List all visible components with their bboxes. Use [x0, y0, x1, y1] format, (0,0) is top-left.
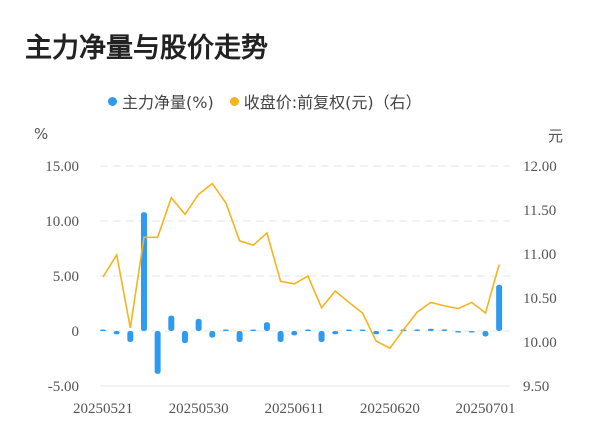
net-volume-bar[interactable]: [140, 212, 147, 331]
net-volume-bar[interactable]: [386, 329, 393, 332]
x-axis-tick: 20250611: [265, 401, 324, 417]
net-volume-bar[interactable]: [181, 331, 188, 344]
right-axis-tick: 9.50: [523, 379, 549, 395]
net-volume-bar[interactable]: [250, 329, 257, 332]
close-price-line[interactable]: [102, 182, 500, 350]
net-volume-bar[interactable]: [195, 318, 202, 331]
x-axis-tick: 20250620: [360, 401, 420, 417]
net-volume-bar[interactable]: [318, 331, 325, 342]
net-volume-bar[interactable]: [127, 331, 134, 342]
right-axis-tick: 10.50: [523, 291, 557, 307]
left-axis-tick: -5.00: [48, 379, 79, 395]
net-volume-bar[interactable]: [209, 331, 216, 338]
x-axis-tick: 20250521: [73, 401, 133, 417]
left-axis-tick: 5.00: [53, 269, 79, 285]
legend-item-net-volume[interactable]: 主力净量(%): [108, 89, 214, 113]
net-volume-bar[interactable]: [100, 329, 106, 332]
net-volume-bar[interactable]: [482, 331, 489, 337]
net-volume-bar[interactable]: [345, 329, 352, 332]
net-volume-bar[interactable]: [414, 329, 421, 331]
right-axis-tick: 10.00: [523, 335, 557, 351]
right-axis-tick: 11.50: [523, 203, 556, 219]
legend-label: 主力净量(%): [122, 93, 214, 112]
legend-dot-blue-icon: [108, 96, 117, 106]
chart-title: 主力净量与股价走势: [25, 33, 268, 64]
net-volume-bar[interactable]: [168, 315, 175, 331]
x-axis-tick: 20250530: [169, 401, 229, 417]
chart-legend: 主力净量(%) 收盘价:前复权(元)（右）: [108, 89, 438, 113]
net-volume-bar[interactable]: [496, 284, 503, 331]
left-axis-tick: 10.00: [45, 214, 79, 230]
net-volume-bar[interactable]: [468, 331, 475, 333]
net-volume-bar[interactable]: [441, 329, 448, 331]
net-volume-bar[interactable]: [277, 331, 284, 342]
net-volume-bar[interactable]: [263, 322, 270, 331]
legend-item-close-price[interactable]: 收盘价:前复权(元)（右）: [229, 89, 422, 113]
net-volume-bar[interactable]: [359, 329, 366, 332]
right-axis-tick: 12.00: [523, 159, 557, 175]
legend-label: 收盘价:前复权(元)（右）: [243, 93, 422, 112]
net-volume-bar[interactable]: [427, 328, 434, 331]
net-volume-bar[interactable]: [373, 331, 380, 335]
net-volume-bar[interactable]: [222, 329, 229, 332]
left-axis-tick: 15.00: [45, 159, 79, 175]
net-volume-bar[interactable]: [113, 331, 120, 335]
right-axis-unit: 元: [548, 127, 564, 145]
left-axis-tick: 0: [72, 324, 80, 340]
net-volume-bar[interactable]: [332, 331, 339, 335]
legend-dot-orange-icon: [229, 96, 239, 106]
x-axis-tick: 20250701: [455, 401, 515, 417]
net-volume-bar[interactable]: [304, 329, 311, 332]
net-volume-bar[interactable]: [455, 331, 462, 333]
right-axis-tick: 11.00: [523, 247, 556, 263]
left-axis-unit: %: [34, 125, 49, 143]
net-volume-bar[interactable]: [154, 331, 161, 374]
net-volume-bar[interactable]: [291, 331, 298, 336]
net-volume-bar[interactable]: [236, 331, 243, 342]
